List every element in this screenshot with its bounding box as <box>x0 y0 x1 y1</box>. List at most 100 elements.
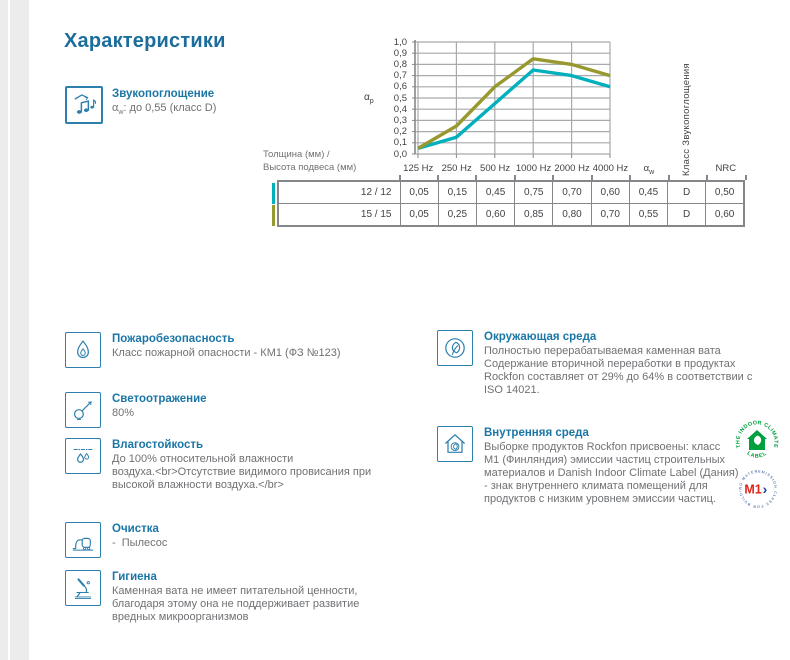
leaf-icon <box>445 338 465 358</box>
y-tick-label: 0,5 <box>393 92 407 104</box>
y-tick-label: 0,7 <box>393 70 407 82</box>
table-column-header: 250 Hz <box>441 163 472 174</box>
table-cell: 0,15 <box>437 180 477 204</box>
table-row: 15 / 15 0,05 0,25 0,60 0,85 0,80 0,70 0,… <box>277 203 745 227</box>
vacuum-icon <box>72 537 94 551</box>
svg-text:M1: M1 <box>744 483 761 497</box>
feature-text: Выборке продуктов Rockfon присвоены: кла… <box>484 441 721 453</box>
table-cell: 0,25 <box>437 203 477 227</box>
row-label: 12 / 12 <box>277 180 401 204</box>
table-cell: 0,45 <box>628 180 669 204</box>
feature-text: высокой влажности воздуха.</br> <box>112 479 284 491</box>
feature-text: Класс пожарной опасности - КМ1 (ФЗ №123) <box>112 347 341 359</box>
feature-humidity-resistance: Влагостойкость До 100% относительной вла… <box>65 438 371 492</box>
feature-heading: Пожаробезопасность <box>112 333 235 345</box>
page-left-margin <box>0 0 29 660</box>
y-tick-label: 0,1 <box>393 137 407 149</box>
row-label: 15 / 15 <box>277 203 401 227</box>
table-top-tick <box>744 175 747 180</box>
table-cell: D <box>667 203 707 227</box>
table-cell: D <box>667 180 707 204</box>
feature-heading: Окружающая среда <box>484 331 597 343</box>
feature-text: Rockfon составляет от 29% до 64% в соотв… <box>484 371 753 383</box>
feature-light-reflection: Светоотражение 80% <box>65 392 207 428</box>
feature-text: - Пылесос <box>112 537 168 549</box>
feature-text: ISO 14021. <box>484 384 540 396</box>
feature-text: До 100% относительной влажности <box>112 453 294 465</box>
chart-series-12/12 <box>417 68 611 151</box>
table-cell: 0,80 <box>552 203 592 227</box>
table-cell: 0,50 <box>705 180 745 204</box>
y-tick-label: 0,9 <box>393 47 407 59</box>
feature-fire-safety: Пожаробезопасность Класс пожарной опасно… <box>65 332 341 368</box>
table-column-header: 125 Hz <box>403 163 434 174</box>
sound-absorption-icon-box <box>65 86 103 124</box>
y-tick-label: 0,0 <box>393 148 407 160</box>
table-cell: 0,05 <box>399 203 439 227</box>
table-cell: 0,60 <box>590 180 630 204</box>
table-cell: 0,60 <box>705 203 745 227</box>
feature-hygiene: Гигиена Каменная вата не имеет питательн… <box>65 570 359 624</box>
absorption-values-table: 12 / 12 0,05 0,15 0,45 0,75 0,70 0,60 0,… <box>277 180 745 227</box>
table-row: 12 / 12 0,05 0,15 0,45 0,75 0,70 0,60 0,… <box>277 180 745 204</box>
feature-text: продуктов с низким уровнем эмиссии части… <box>484 493 716 505</box>
feature-heading: Влагостойкость <box>112 439 204 451</box>
table-column-header: 1000 Hz <box>515 163 552 174</box>
y-axis-label: αp <box>364 92 374 105</box>
table-top-tick <box>629 175 632 180</box>
table-top-tick <box>667 175 670 180</box>
table-column-header: 2000 Hz <box>554 163 590 174</box>
flame-icon <box>77 340 89 359</box>
feature-text: - знак внутреннего климата помещений для <box>484 480 708 492</box>
feature-text: благодаря этому она не поддерживает разв… <box>112 598 360 610</box>
y-tick-label: 1,0 <box>393 36 407 48</box>
table-corner-label-line1: Толщина (мм) / <box>263 149 330 160</box>
feature-text: материалов и Danish Indoor Climate Label… <box>484 467 739 479</box>
table-corner-label-line2: Высота подвеса (мм) <box>263 162 357 173</box>
y-tick-label: 0,8 <box>393 58 407 70</box>
feature-heading: Очистка <box>112 523 159 535</box>
table-column-header: NRC <box>715 163 737 174</box>
m1-emission-class-badge: EMISSION CLASS FOR BUILDING MATERIALS M1… <box>736 467 778 509</box>
feature-text: M1 (Финляндия) эмиссии частиц строительн… <box>484 454 726 466</box>
feature-text: Полностью перерабатываемая каменная вата <box>484 345 721 357</box>
sound-absorption-heading: Звукопоглощение <box>112 88 215 100</box>
table-top-tick <box>513 175 516 180</box>
table-column-header: αw <box>643 163 655 176</box>
table-cell: 0,70 <box>590 203 630 227</box>
table-top-tick <box>706 175 709 180</box>
feature-heading: Гигиена <box>112 571 157 583</box>
table-top-tick <box>436 175 439 180</box>
table-top-tick <box>475 175 478 180</box>
table-top-tick <box>590 175 593 180</box>
feature-indoor-environment: Внутренняя среда Выборке продуктов Rockf… <box>437 426 739 506</box>
sound-absorption-value: αw: до 0,55 (класс D) <box>112 102 217 117</box>
table-column-header: 500 Hz <box>480 163 511 174</box>
row-color-marker <box>272 183 275 204</box>
chart-series-15/15 <box>417 57 611 150</box>
y-tick-label: 0,3 <box>393 114 407 126</box>
droplets-icon <box>73 449 93 463</box>
page-title: Характеристики <box>64 30 226 52</box>
feature-heading: Внутренняя среда <box>484 427 589 439</box>
house-leaf-icon <box>445 434 465 453</box>
microscope-icon <box>74 578 92 600</box>
row-color-marker <box>272 205 275 226</box>
table-top-tick <box>398 175 401 180</box>
feature-text: Каменная вата не имеет питательной ценно… <box>112 585 358 597</box>
table-cell: 0,75 <box>514 180 554 204</box>
y-tick-label: 0,6 <box>393 81 407 93</box>
feature-text: воздуха.<br>Отсутствие видимого провисан… <box>112 466 372 478</box>
sound-absorption-chart <box>412 40 611 158</box>
y-tick-label: 0,2 <box>393 126 407 138</box>
feature-text: Содержание вторичной переработки в проду… <box>484 358 736 370</box>
bulb-icon <box>73 401 92 420</box>
table-cell: 0,85 <box>514 203 554 227</box>
svg-text:LABEL: LABEL <box>746 451 769 460</box>
feature-environment: Окружающая среда Полностью перерабатывае… <box>437 330 752 397</box>
table-cell: 0,60 <box>475 203 516 227</box>
absorption-class-vertical-label: Класс Звукопоглощения <box>681 63 692 176</box>
svg-text:›: › <box>763 481 768 497</box>
table-top-tick <box>552 175 555 180</box>
table-cell: 0,55 <box>628 203 669 227</box>
